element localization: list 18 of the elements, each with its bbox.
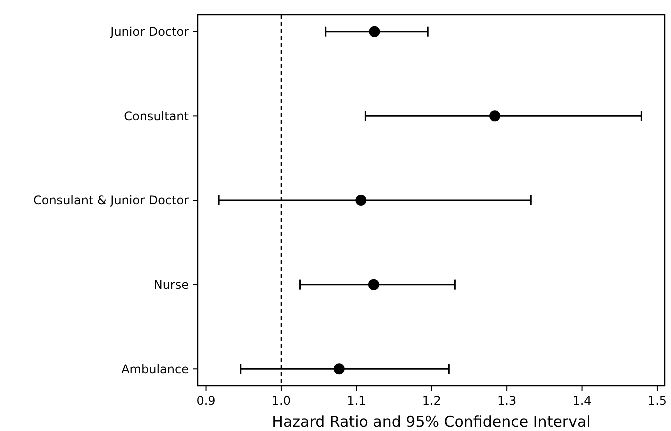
point bbox=[356, 195, 367, 206]
point bbox=[490, 110, 501, 122]
y-tick-label: Consultant bbox=[124, 109, 190, 124]
x-tick-label: 0.9 bbox=[196, 394, 216, 408]
point bbox=[368, 279, 380, 290]
x-tick-label: 1.4 bbox=[572, 394, 592, 408]
point bbox=[369, 26, 380, 38]
x-tick-label: 1.3 bbox=[498, 394, 517, 408]
y-tick-label: Junior Doctor bbox=[110, 25, 190, 40]
y-tick-label: Consulant & Junior Doctor bbox=[33, 194, 190, 208]
x-tick-label: 1.1 bbox=[347, 394, 366, 408]
y-tick-label: Nurse bbox=[154, 278, 189, 292]
y-tick-label: Ambulance bbox=[122, 362, 189, 376]
x-axis-title: Hazard Ratio and 95% Confidence Interval bbox=[272, 413, 591, 431]
x-tick-label: 1.5 bbox=[648, 394, 668, 408]
x-tick-label: 1.2 bbox=[422, 394, 442, 408]
point bbox=[334, 364, 345, 375]
x-tick-label: 1.0 bbox=[272, 394, 292, 408]
